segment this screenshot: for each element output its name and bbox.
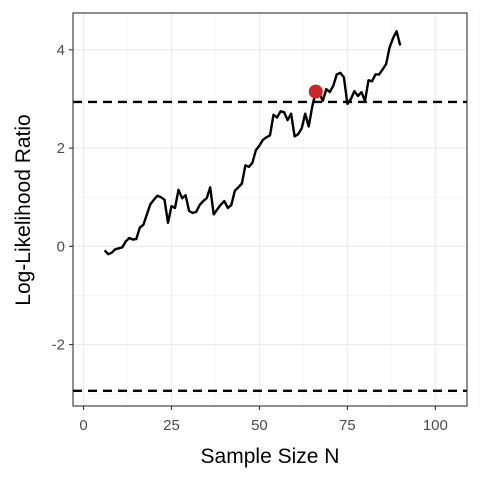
x-tick-label: 100: [423, 417, 448, 434]
grid: [73, 13, 480, 406]
plot-border: [72, 12, 468, 407]
threshold-lines: [73, 100, 467, 392]
y-axis-title: Log-Likelihood Ratio: [12, 114, 35, 305]
crossing-point: [308, 84, 323, 99]
y-tick-label: 2: [57, 140, 65, 157]
plot-panel: [73, 13, 467, 406]
y-tick-label: 4: [57, 42, 65, 59]
x-tick-label: 50: [251, 417, 268, 434]
y-tick-label: 0: [57, 238, 65, 255]
y-axis: -2 0 2 4: [52, 42, 73, 354]
x-axis-title: Sample Size N: [201, 445, 340, 468]
x-axis: 0 25 50 75 100: [79, 406, 448, 434]
log-likelihood-line: [103, 30, 402, 256]
y-tick-label: -2: [52, 337, 65, 354]
x-tick-label: 25: [163, 417, 180, 434]
x-tick-label: 75: [339, 417, 356, 434]
x-tick-label: 0: [79, 417, 87, 434]
